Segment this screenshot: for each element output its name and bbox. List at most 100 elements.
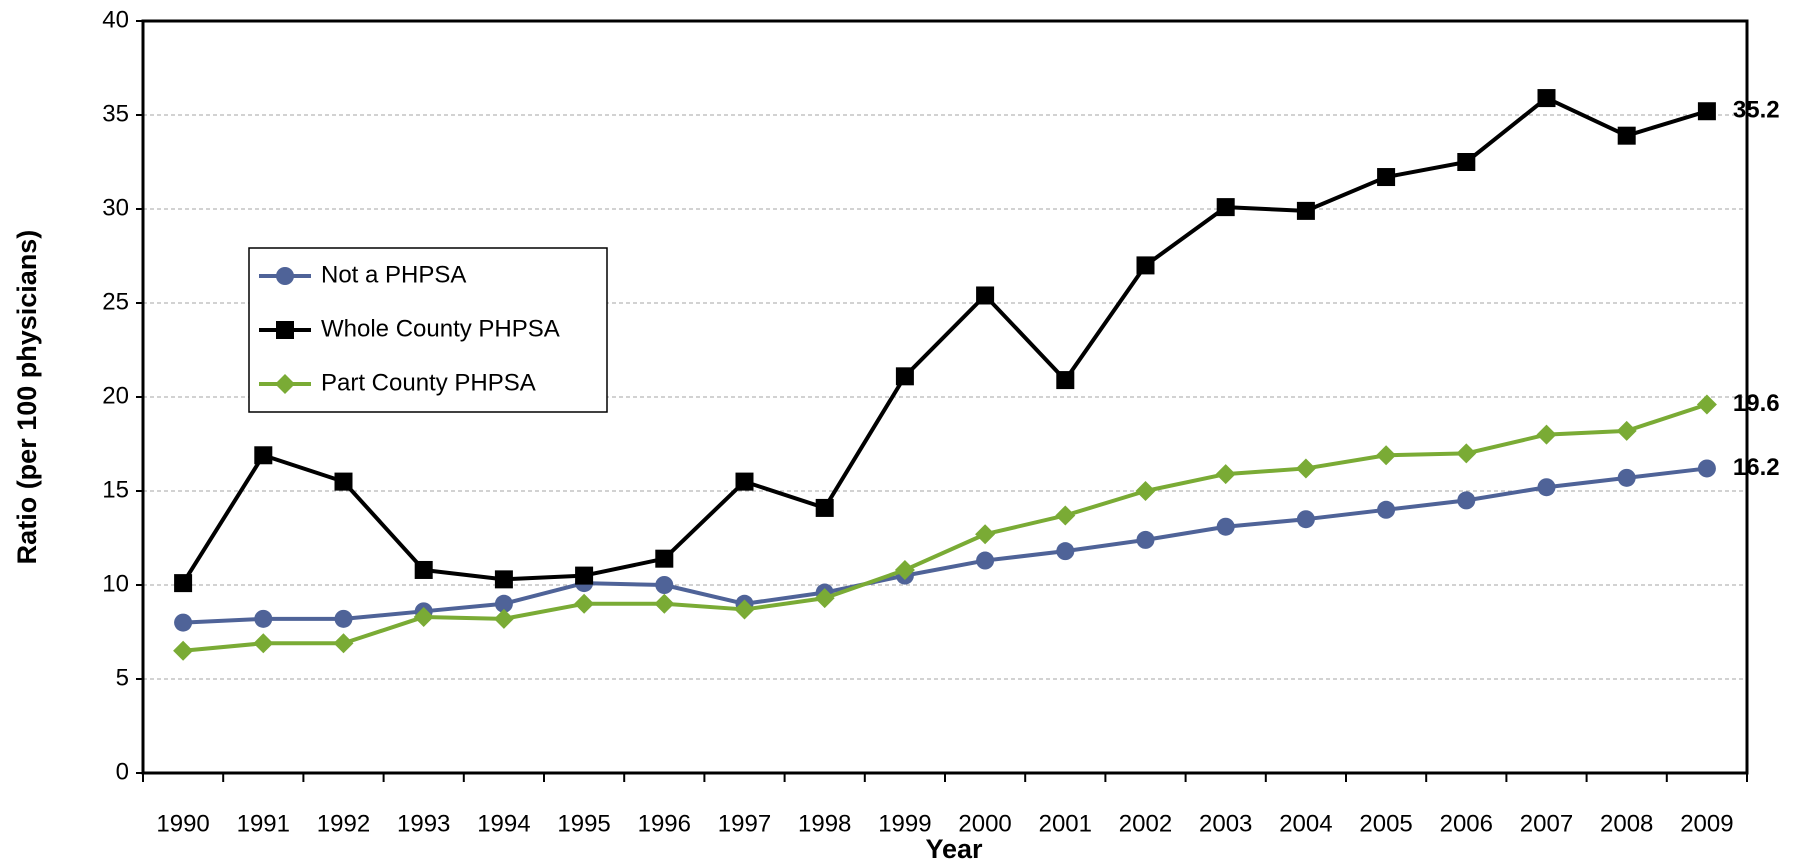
data-point	[1136, 530, 1155, 549]
data-label: 19.6	[1733, 390, 1780, 417]
x-tick-label: 1999	[878, 810, 931, 837]
x-tick-label: 1995	[557, 810, 610, 837]
data-point	[1617, 468, 1636, 487]
x-tick-label: 2000	[958, 810, 1011, 837]
x-tick-label: 2005	[1359, 810, 1412, 837]
data-point	[1295, 458, 1316, 479]
data-point	[493, 608, 514, 629]
data-point	[1376, 445, 1397, 466]
data-point	[655, 549, 674, 568]
data-point	[1457, 153, 1476, 171]
data-point	[1456, 443, 1477, 464]
data-point	[1697, 459, 1716, 478]
y-tick-label: 15	[102, 476, 129, 503]
data-point	[976, 551, 995, 570]
data-point	[1216, 198, 1235, 217]
data-point	[1457, 491, 1476, 510]
x-tick-label: 1990	[156, 810, 209, 837]
legend-label: Part County PHPSA	[321, 369, 536, 396]
x-tick-label: 2001	[1039, 810, 1092, 837]
data-point	[414, 560, 433, 579]
data-point	[894, 559, 915, 580]
data-point	[1296, 201, 1315, 220]
x-tick-label: 1996	[638, 810, 691, 837]
data-point	[1696, 394, 1717, 415]
data-point	[1536, 424, 1557, 445]
legend-label: Not a PHPSA	[321, 261, 466, 288]
data-point	[1216, 517, 1235, 536]
data-label: 35.2	[1733, 97, 1780, 124]
legend-marker	[276, 321, 294, 339]
x-tick-label: 1991	[237, 810, 290, 837]
x-tick-label: 1994	[477, 810, 530, 837]
data-point	[1215, 464, 1236, 485]
data-point	[254, 446, 273, 465]
y-tick-label: 40	[102, 6, 129, 33]
data-point	[814, 588, 835, 609]
data-point	[1537, 89, 1556, 108]
data-point	[975, 524, 996, 545]
x-tick-label: 2008	[1600, 810, 1653, 837]
x-tick-label: 1997	[718, 810, 771, 837]
data-point	[413, 606, 434, 627]
data-point	[174, 613, 193, 632]
data-point	[494, 594, 513, 613]
x-tick-label: 2002	[1119, 810, 1172, 837]
data-point	[655, 576, 674, 594]
data-point	[253, 633, 274, 654]
data-point	[174, 574, 193, 593]
data-point	[815, 498, 834, 517]
x-tick-label: 2003	[1199, 810, 1252, 837]
data-point	[1055, 505, 1076, 526]
data-point	[895, 367, 914, 386]
series-line	[181, 96, 1708, 585]
data-point	[1537, 478, 1556, 497]
data-point	[574, 593, 595, 614]
series-line	[183, 466, 1708, 625]
data-point	[494, 570, 513, 589]
data-point	[734, 599, 755, 620]
data-point	[1377, 168, 1396, 187]
data-point	[735, 472, 754, 491]
x-tick-label: 1998	[798, 810, 851, 837]
data-point	[254, 609, 273, 628]
y-tick-label: 10	[102, 570, 129, 597]
data-point	[1377, 500, 1396, 519]
legend-marker	[275, 374, 295, 394]
data-point	[1056, 542, 1075, 561]
y-tick-label: 30	[102, 194, 129, 221]
x-tick-label: 1992	[317, 810, 370, 837]
data-point	[1056, 371, 1075, 390]
x-tick-label: 2004	[1279, 810, 1332, 837]
data-point	[1296, 510, 1315, 529]
data-point	[1136, 256, 1155, 275]
x-axis-title: Year	[925, 834, 983, 864]
y-tick-label: 35	[102, 100, 129, 127]
y-tick-label: 20	[102, 382, 129, 409]
data-point	[1617, 126, 1636, 145]
data-point	[575, 566, 594, 585]
x-tick-label: 1993	[397, 810, 450, 837]
x-tick-label: 2007	[1520, 810, 1573, 837]
legend-label: Whole County PHPSA	[321, 315, 560, 342]
series-line	[182, 402, 1708, 653]
legend-marker	[276, 267, 294, 285]
data-point	[654, 593, 675, 614]
data-point	[1697, 102, 1716, 121]
data-point	[1616, 420, 1637, 441]
x-tick-label: 2009	[1680, 810, 1733, 837]
data-point	[1135, 481, 1156, 501]
data-point	[334, 609, 353, 628]
y-tick-label: 5	[116, 664, 129, 691]
x-tick-label: 2006	[1440, 810, 1493, 837]
y-tick-label: 25	[102, 288, 129, 315]
data-label: 16.2	[1733, 454, 1780, 481]
data-point	[333, 633, 354, 654]
data-point	[976, 286, 995, 305]
data-point	[334, 472, 353, 491]
data-point	[173, 640, 194, 661]
y-axis-title: Ratio (per 100 physicians)	[12, 230, 42, 565]
y-tick-label: 0	[116, 758, 129, 785]
